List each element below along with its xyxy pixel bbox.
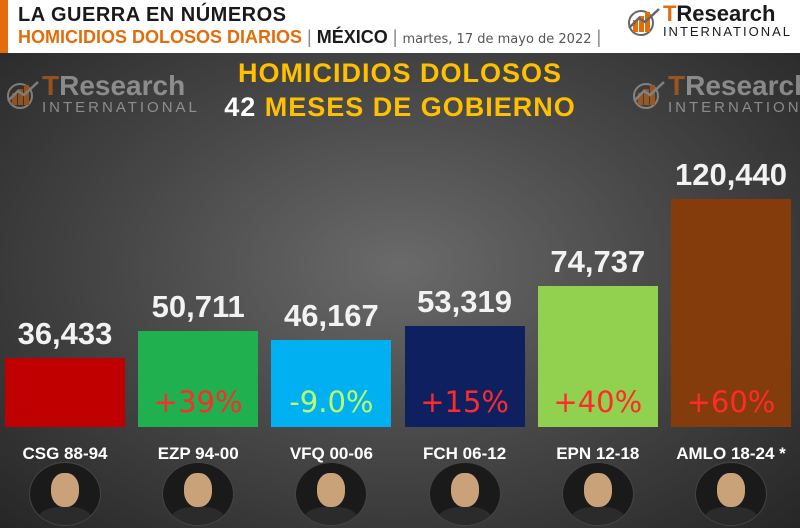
header-separator: | [596,27,602,47]
bar-change-label: +39% [153,385,243,419]
header-banner: LA GUERRA EN NÚMEROS HOMICIDIOS DOLOSOS … [0,0,800,53]
portrait-suit [38,507,92,525]
category-label: FCH 06-12 [423,444,507,463]
category-label: EZP 94-00 [157,444,239,463]
logo-brand: TResearch [668,70,800,101]
bar-value-label: 46,167 [283,297,379,333]
bar [138,331,259,427]
bar-change-label: -9.0% [289,385,374,419]
header-subtitle-line: HOMICIDIOS DOLOSOS DIARIOS | MÉXICO | ma… [18,27,601,48]
logo-brand: TResearch [42,70,186,101]
chart-subtitle-number: 42 [224,92,257,122]
portrait-face [51,473,79,507]
bar [537,285,658,427]
president-portrait [428,462,501,526]
portrait-face [583,473,612,507]
portrait-face [184,473,213,507]
president-portrait [695,462,767,526]
bar [404,326,525,427]
bar-change-label: +40% [553,385,643,419]
header-separator: | [307,27,317,47]
category-label: AMLO 18-24 * [676,444,786,463]
watermark-logo-left: TResearch INTERNATIONAL [4,72,200,115]
header-accent-bar [0,0,8,53]
bar-chart-logo-icon [633,80,665,109]
bar-chart-logo-icon [627,7,660,36]
logo-sub: INTERNATIONAL [662,24,792,39]
bar-value-label: 53,319 [417,284,512,320]
header-title: LA GUERRA EN NÚMEROS [18,4,287,26]
chart-subtitle: 42 MESES DE GOBIERNO [0,92,800,123]
portrait-face [717,473,745,507]
bar-value-label: 74,737 [550,243,646,279]
bar [5,358,125,427]
portrait-face [450,473,479,507]
logo-sub: INTERNATIONAL [668,99,800,116]
portrait-suit [570,507,625,525]
chart-title: HOMICIDIOS DOLOSOS [237,58,563,88]
watermark-logo-right: TResearch INTERNATIONAL [630,72,800,115]
bar [271,339,392,427]
header-logo: TResearch INTERNATIONAL [625,3,792,38]
president-portrait [295,462,368,526]
chart-background [0,53,800,528]
portrait-suit [304,507,359,525]
logo-sub: INTERNATIONAL [42,99,200,116]
portrait-suit [437,507,492,525]
bar-chart-logo-icon [7,80,39,109]
bar-value-label: 120,440 [674,157,788,192]
category-label: EPN 12-18 [556,444,640,463]
bar [671,199,791,427]
chart-subtitle-text: MESES DE GOBIERNO [264,92,576,122]
bar-value-label: 50,711 [151,289,245,324]
portrait-suit [704,507,758,525]
header-date: martes, 17 de mayo de 2022 [402,32,592,47]
category-label: CSG 88-94 [22,444,108,463]
header-country: MÉXICO [316,27,388,47]
header-separator: | [392,27,403,47]
header-subtitle: HOMICIDIOS DOLOSOS DIARIOS [18,27,303,47]
president-portrait [29,462,101,526]
category-label: VFQ 00-06 [289,444,373,463]
portrait-face [317,473,346,507]
bar-value-label: 36,433 [17,316,113,352]
president-portrait [162,462,235,526]
bar-change-label: +15% [420,385,509,419]
bar-change-label: +60% [686,385,776,419]
logo-brand: TResearch [662,1,776,26]
president-portrait [561,462,634,526]
portrait-suit [171,507,226,525]
